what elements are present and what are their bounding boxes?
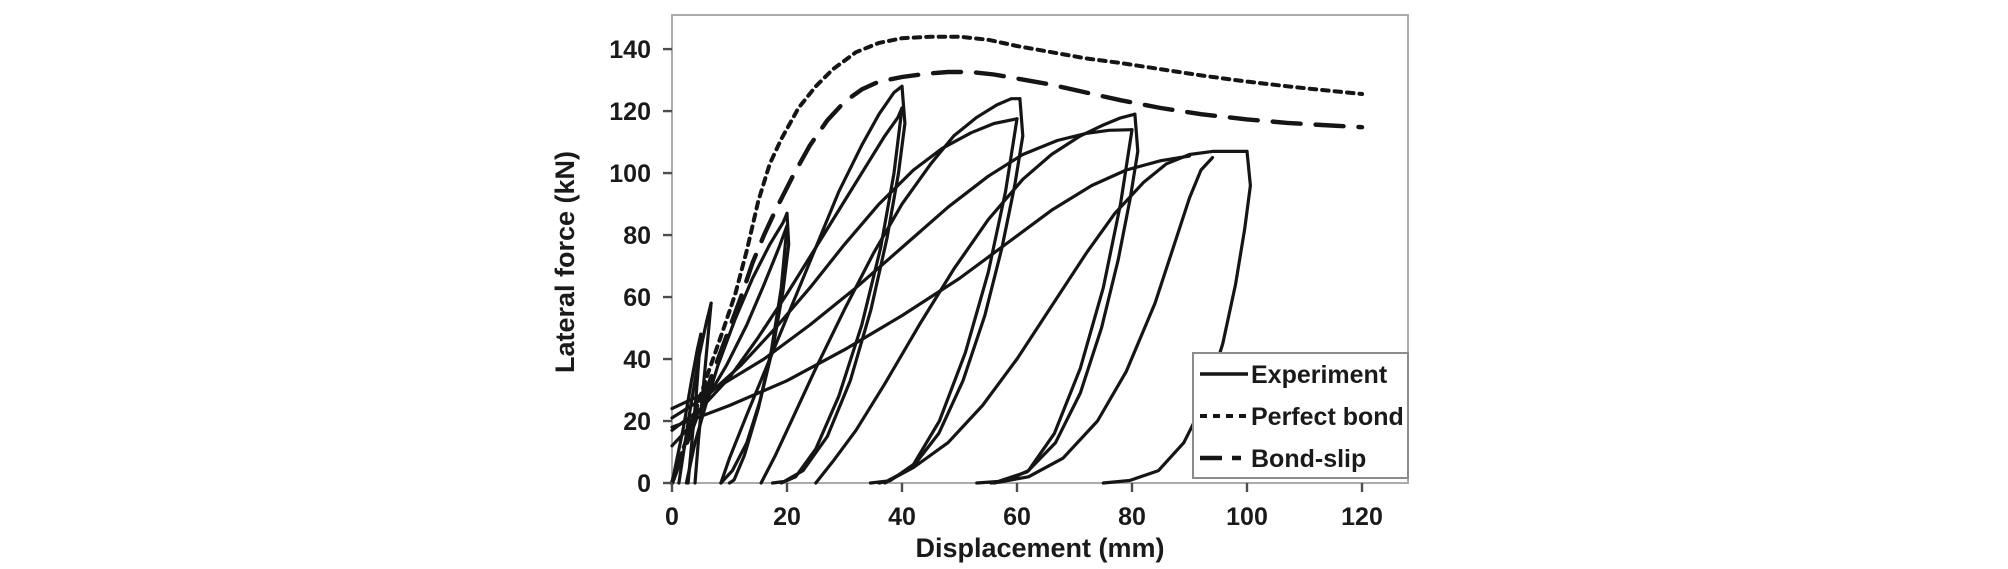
x-tick-label: 120 — [1341, 503, 1383, 531]
curve-segment — [670, 34, 1364, 485]
y-tick-label: 40 — [623, 346, 651, 374]
legend: Experiment Perfect bond Bond-slip — [1192, 352, 1409, 479]
y-tick-label: 20 — [623, 408, 651, 436]
series-bond-slip — [669, 69, 1365, 486]
curve-segment — [670, 117, 1019, 420]
curve-segment — [868, 97, 1025, 485]
legend-label-experiment: Experiment — [1251, 361, 1388, 389]
series-perfect-bond — [670, 34, 1364, 485]
x-tick-label: 60 — [1003, 503, 1031, 531]
curve-segment — [814, 112, 1137, 485]
curve-segment — [759, 97, 1022, 485]
curve-segment — [670, 154, 1192, 429]
y-tick-label: 60 — [623, 284, 651, 312]
curve-segment — [677, 301, 713, 485]
x-axis-title: Displacement (mm) — [915, 533, 1164, 563]
curve-segment — [727, 224, 789, 485]
x-tick-label: 100 — [1226, 503, 1268, 531]
y-tick-label: 0 — [637, 470, 651, 498]
y-tick-label: 140 — [609, 36, 651, 64]
y-tick-label: 100 — [609, 160, 651, 188]
y-tick-label: 120 — [609, 98, 651, 126]
y-axis-title: Lateral force (kN) — [550, 151, 580, 373]
series-experiment — [670, 84, 1252, 485]
x-tick-label: 20 — [773, 503, 801, 531]
plot-area — [671, 14, 1409, 484]
x-tick-label: 40 — [888, 503, 916, 531]
curve-segment — [670, 128, 1134, 411]
curve-segment — [992, 156, 1215, 485]
curve-segment — [779, 106, 904, 485]
curve-segment — [670, 106, 904, 432]
legend-label-bond-slip: Bond-slip — [1251, 445, 1366, 473]
legend-label-perfect-bond: Perfect bond — [1251, 403, 1404, 431]
y-tick-label: 80 — [623, 222, 651, 250]
curve-segment — [669, 69, 1365, 486]
x-tick-label: 0 — [665, 503, 679, 531]
axis-ticks: 0 20 40 60 80 100 120 0 20 40 60 80 100 120 140 — [609, 36, 1383, 531]
x-tick-label: 80 — [1118, 503, 1146, 531]
